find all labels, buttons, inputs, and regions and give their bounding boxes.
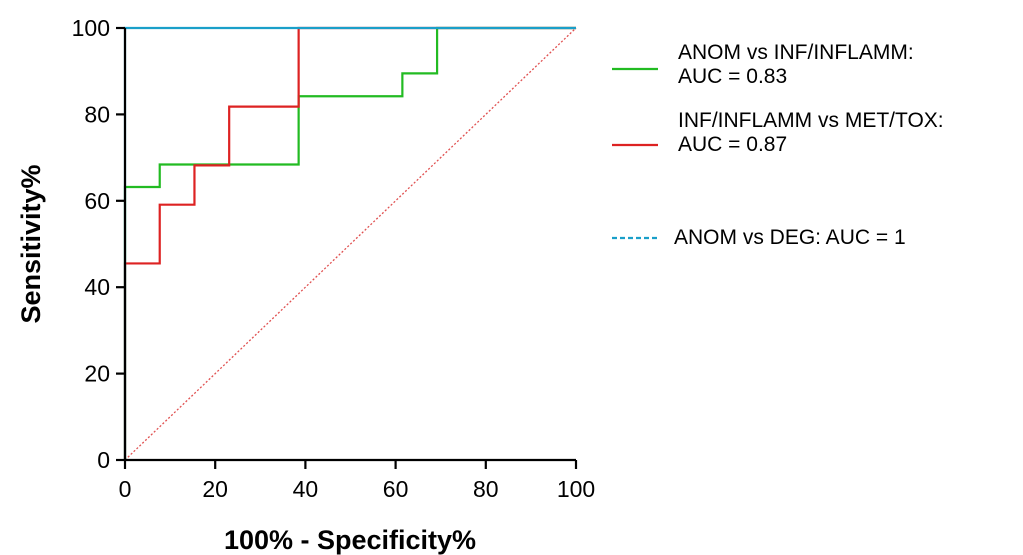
y-tick-label: 100 [72,15,110,41]
series-layer [123,26,577,461]
x-tick-label: 60 [383,476,409,502]
y-tick-label: 20 [84,361,110,387]
series-line-inf-inflamm-vs-met-tox-auc-0-87 [123,26,576,460]
x-tick-label: 80 [473,476,499,502]
legend-label: ANOM vs DEG: AUC = 1 [674,226,906,249]
x-tick-label: 20 [202,476,228,502]
legend-item-anom-vs-deg-auc-1: ANOM vs DEG: AUC = 1 [612,226,906,249]
legend-label: AUC = 0.83 [678,65,787,88]
legend: ANOM vs INF/INFLAMM:AUC = 0.83 INF/INFLAM… [612,41,944,249]
legend-label: AUC = 0.87 [678,133,787,156]
legend-label: ANOM vs INF/INFLAMM: [678,41,914,64]
x-tick-label: 100 [557,476,595,502]
x-axis-title: 100% - Specificity% [224,525,476,555]
axes [123,28,576,462]
tick-labels: 0 20 40 60 80 100 0 20 40 60 80 100 [72,15,596,502]
y-tick-label: 40 [84,274,110,300]
y-tick-label: 60 [84,188,110,214]
reference-diagonal-line [124,27,577,461]
y-tick-label: 0 [97,447,110,473]
legend-item-inf-inflamm-vs-met-tox-auc-0-87: INF/INFLAMM vs MET/TOX:AUC = 0.87 [612,109,944,156]
y-tick-label: 80 [84,101,110,127]
x-tick-label: 0 [119,476,132,502]
y-axis-title: Sensitivity% [16,164,46,323]
x-tick-label: 40 [293,476,319,502]
legend-item-anom-vs-inf-inflamm-auc-0-83: ANOM vs INF/INFLAMM:AUC = 0.83 [612,41,914,88]
legend-label: INF/INFLAMM vs MET/TOX: [678,109,944,132]
